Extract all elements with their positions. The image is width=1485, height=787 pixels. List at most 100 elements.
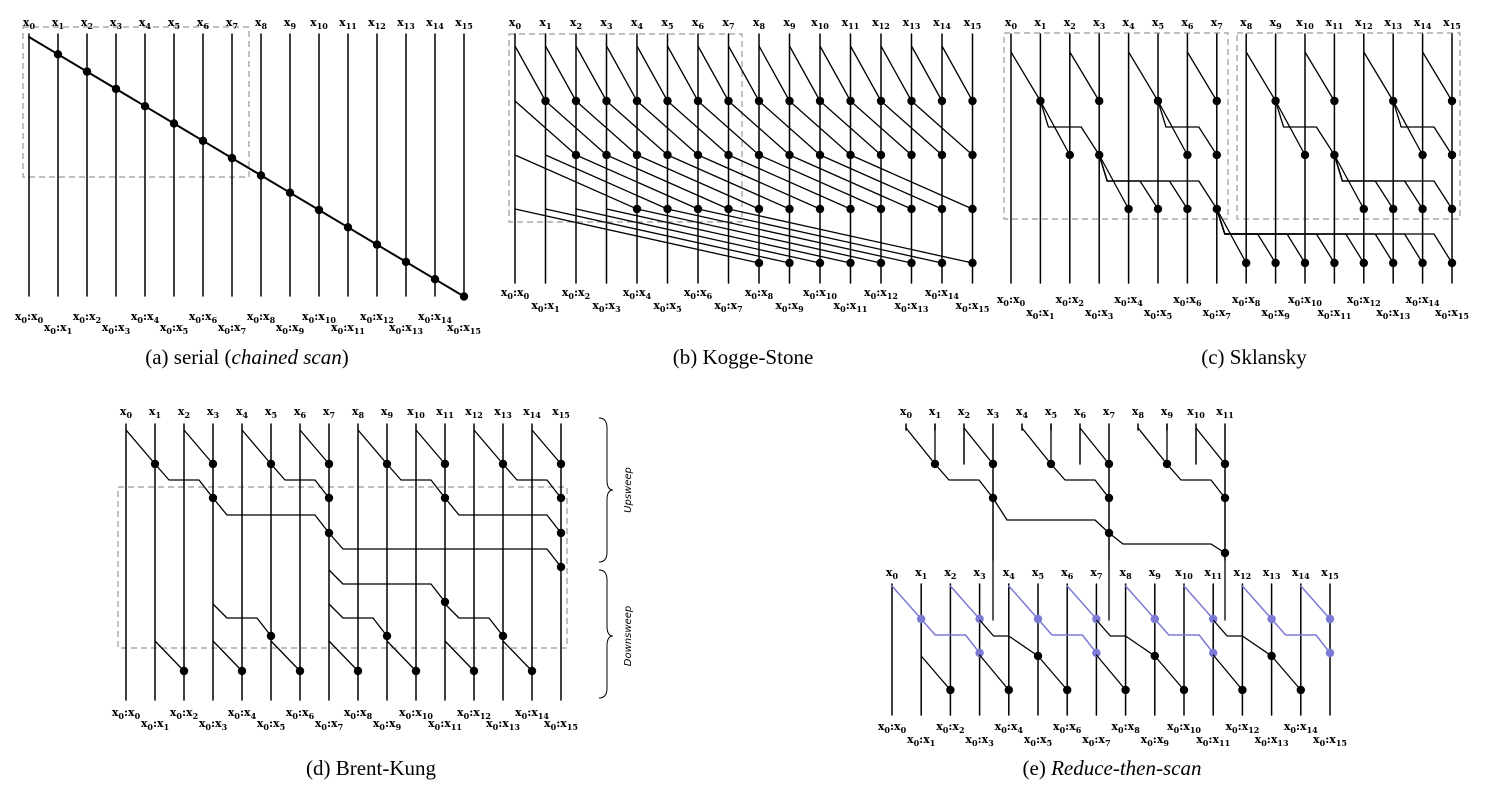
input-label: x3 bbox=[1093, 16, 1106, 31]
wire bbox=[788, 100, 852, 156]
wire bbox=[144, 105, 175, 125]
input-label: x10 bbox=[1296, 16, 1314, 31]
wire bbox=[544, 208, 791, 264]
operator-node bbox=[975, 648, 984, 658]
wire bbox=[434, 278, 465, 298]
input-label: x3 bbox=[207, 405, 220, 420]
output-label: x0:x2 bbox=[73, 310, 101, 325]
operator-node bbox=[1179, 685, 1189, 695]
input-label: x4 bbox=[1123, 16, 1136, 31]
output-label: x0:x1 bbox=[531, 299, 559, 314]
wire bbox=[473, 429, 504, 465]
input-label: x6 bbox=[1061, 566, 1074, 581]
output-label: x0:x1 bbox=[907, 733, 935, 748]
operator-node bbox=[1300, 150, 1310, 160]
wire bbox=[1271, 618, 1331, 654]
input-label: x5 bbox=[168, 16, 180, 31]
input-label: x5 bbox=[265, 405, 277, 420]
wire bbox=[444, 603, 504, 637]
wire bbox=[1021, 427, 1052, 465]
wire bbox=[544, 45, 577, 102]
output-label: x0:x14 bbox=[925, 286, 959, 301]
caption-kogge-stone: (b) Kogge-Stone bbox=[673, 345, 814, 369]
input-label: x6 bbox=[294, 405, 307, 420]
output-label: x0:x1 bbox=[1026, 306, 1054, 321]
input-label: x2 bbox=[1064, 16, 1076, 31]
wire bbox=[727, 208, 974, 264]
wire bbox=[241, 429, 272, 465]
operator-node bbox=[411, 666, 421, 676]
operator-node bbox=[1296, 685, 1306, 695]
wire bbox=[202, 139, 233, 160]
wire bbox=[1304, 51, 1336, 102]
input-label: x3 bbox=[987, 405, 1000, 420]
input-label: x8 bbox=[352, 405, 365, 420]
panel-reduce-then-scan: x0 x1 x2 x3 x4 x5 x6 x7 x8 x9 x10 x11 x0 x0:x0 x1 x0:x1… bbox=[878, 405, 1347, 748]
input-label: x10 bbox=[407, 405, 425, 420]
wire bbox=[636, 154, 760, 210]
operator-node bbox=[1183, 204, 1192, 214]
input-label: x12 bbox=[465, 405, 483, 420]
operator-node bbox=[1389, 204, 1398, 214]
input-label: x4 bbox=[1016, 405, 1029, 420]
wire bbox=[727, 100, 791, 156]
wire bbox=[920, 618, 981, 654]
input-label: x12 bbox=[1234, 566, 1252, 581]
output-label: x0:x12 bbox=[1225, 720, 1259, 735]
input-label: x1 bbox=[149, 405, 161, 420]
upsweep-label: Upsweep bbox=[623, 467, 634, 513]
wire bbox=[328, 569, 446, 603]
operator-node bbox=[846, 204, 855, 214]
panel-sklansky: x0 x0:x0 x1 x0:x1 x2 x0:x2 x3 x0:x3 x4 x0:x4 x5 x0:… bbox=[997, 16, 1469, 321]
operator-node bbox=[785, 258, 794, 268]
output-label: x0:x9 bbox=[373, 717, 402, 732]
operator-node bbox=[1063, 685, 1072, 695]
wire bbox=[154, 463, 214, 499]
wire bbox=[1108, 532, 1226, 554]
operator-node bbox=[1418, 258, 1427, 268]
wire bbox=[28, 36, 59, 56]
wire bbox=[934, 463, 994, 499]
downsweep-brace bbox=[598, 569, 614, 699]
output-label: x0:x7 bbox=[1082, 733, 1110, 748]
wire bbox=[1039, 100, 1071, 156]
wire bbox=[949, 585, 981, 620]
operator-node bbox=[968, 150, 977, 160]
wire bbox=[1241, 585, 1273, 620]
input-label: x13 bbox=[397, 16, 415, 31]
input-label: x13 bbox=[903, 16, 921, 31]
wire bbox=[636, 100, 699, 156]
wire bbox=[697, 45, 730, 102]
output-label: x0:x4 bbox=[623, 286, 652, 301]
wire bbox=[920, 655, 952, 691]
operator-node bbox=[556, 528, 566, 538]
wire bbox=[1216, 208, 1306, 264]
input-label: x11 bbox=[1326, 16, 1344, 31]
output-label: x0:x10 bbox=[302, 310, 336, 325]
output-label: x0:x11 bbox=[331, 321, 365, 336]
operator-node bbox=[556, 493, 566, 503]
operator-node bbox=[1212, 96, 1222, 106]
output-label: x0:x13 bbox=[895, 299, 929, 314]
input-label: x0 bbox=[120, 405, 133, 420]
output-label: x0:x8 bbox=[1232, 293, 1261, 308]
wire bbox=[727, 154, 852, 210]
wire bbox=[880, 45, 913, 102]
operator-node bbox=[1095, 96, 1104, 106]
operator-node bbox=[1183, 150, 1192, 160]
operator-node bbox=[1124, 204, 1133, 214]
input-label: x9 bbox=[1149, 566, 1162, 581]
output-label: x0:x9 bbox=[775, 299, 804, 314]
operator-node bbox=[324, 459, 334, 469]
wire bbox=[1195, 427, 1226, 465]
wire bbox=[1039, 100, 1100, 156]
input-label: x3 bbox=[974, 566, 987, 581]
wire bbox=[386, 463, 446, 499]
output-label: x0:x10 bbox=[399, 706, 433, 721]
output-label: x0:x15 bbox=[1435, 306, 1469, 321]
wire bbox=[328, 640, 359, 672]
wire bbox=[910, 45, 943, 102]
output-label: x0:x1 bbox=[44, 321, 72, 336]
input-label: x9 bbox=[1161, 405, 1174, 420]
output-label: x0:x15 bbox=[956, 299, 990, 314]
